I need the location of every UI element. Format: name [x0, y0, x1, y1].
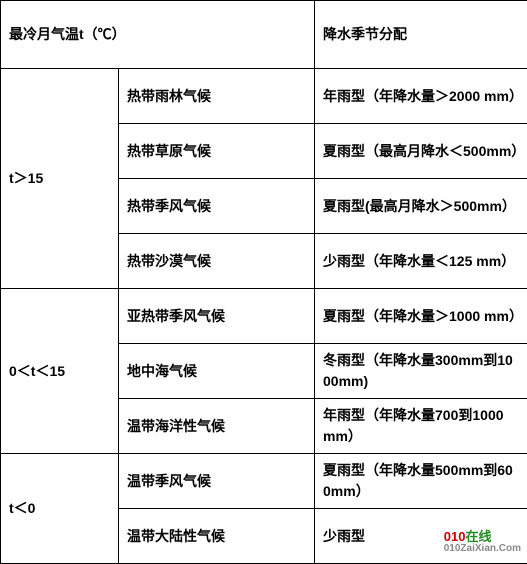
group-label: t＞15 — [1, 69, 119, 289]
header-col3: 降水季节分配 — [315, 1, 527, 69]
header-row: 最冷月气温t（℃） 降水季节分配 — [1, 1, 527, 69]
precip-cell: 少雨型 — [315, 509, 527, 564]
climate-cell: 热带草原气候 — [119, 124, 315, 179]
group-label: 0＜t＜15 — [1, 289, 119, 454]
precip-cell: 少雨型（年降水量＜125 mm） — [315, 234, 527, 289]
climate-cell: 亚热带季风气候 — [119, 289, 315, 344]
table-row: 0＜t＜15 亚热带季风气候 夏雨型（年降水量＞1000 mm） — [1, 289, 527, 344]
table-row: t＜0 温带季风气候 夏雨型（年降水量500mm到600mm） — [1, 454, 527, 509]
precip-cell: 年雨型（年降水量＞2000 mm） — [315, 69, 527, 124]
precip-cell: 年雨型（年降水量700到1000 mm） — [315, 399, 527, 454]
climate-cell: 温带季风气候 — [119, 454, 315, 509]
table-row: t＞15 热带雨林气候 年雨型（年降水量＞2000 mm） — [1, 69, 527, 124]
precip-cell: 夏雨型(最高月降水＞500mm） — [315, 179, 527, 234]
climate-cell: 地中海气候 — [119, 344, 315, 399]
header-col1: 最冷月气温t（℃） — [1, 1, 315, 69]
precip-cell: 冬雨型（年降水量300mm到1000mm) — [315, 344, 527, 399]
precip-cell: 夏雨型（年降水量500mm到600mm） — [315, 454, 527, 509]
climate-cell: 温带海洋性气候 — [119, 399, 315, 454]
climate-cell: 温带大陆性气候 — [119, 509, 315, 564]
group-label: t＜0 — [1, 454, 119, 564]
climate-cell: 热带沙漠气候 — [119, 234, 315, 289]
climate-cell: 热带雨林气候 — [119, 69, 315, 124]
precip-cell: 夏雨型（年降水量＞1000 mm） — [315, 289, 527, 344]
precip-cell: 夏雨型（最高月降水＜500mm） — [315, 124, 527, 179]
climate-cell: 热带季风气候 — [119, 179, 315, 234]
climate-table: 最冷月气温t（℃） 降水季节分配 t＞15 热带雨林气候 年雨型（年降水量＞20… — [0, 0, 527, 564]
